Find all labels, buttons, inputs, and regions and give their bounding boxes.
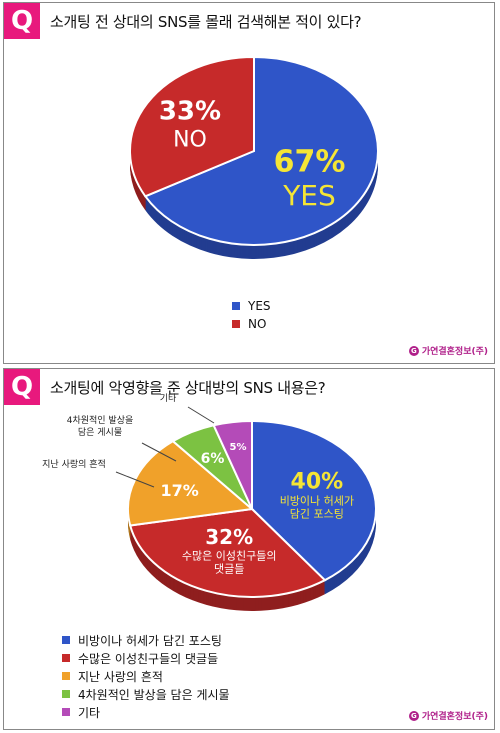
callout-label: 지난 사랑의 흔적 bbox=[42, 460, 106, 470]
slice-percent-label: 6% bbox=[201, 451, 225, 467]
legend-swatch bbox=[62, 708, 70, 716]
callout-label: 기타 bbox=[159, 394, 177, 404]
pie-chart-1: 67%YES 33%NO bbox=[129, 55, 379, 259]
question-badge: Q bbox=[4, 3, 40, 39]
legend-swatch bbox=[62, 672, 70, 680]
slice-percent-label: 40% bbox=[291, 470, 344, 495]
question-title: 소개팅에 악영향을 준 상대방의 SNS 내용은? bbox=[50, 379, 326, 397]
brand-logo-icon: G bbox=[408, 345, 419, 356]
pie-slice bbox=[129, 55, 255, 198]
legend-swatch bbox=[232, 320, 240, 328]
legend-label: 기타 bbox=[78, 705, 101, 720]
legend-item: NO bbox=[232, 315, 271, 333]
legend-label: 비방이나 허세가 담긴 포스팅 bbox=[78, 633, 222, 648]
slice-name-label: 비방이나 허세가 bbox=[280, 494, 354, 507]
slice-name-label: YES bbox=[282, 179, 336, 212]
legend-label: YES bbox=[248, 299, 271, 313]
slice-name-label: 댓글들 bbox=[214, 562, 244, 575]
slice-percent-label: 67% bbox=[274, 144, 346, 179]
legend-item: 지난 사랑의 흔적 bbox=[62, 667, 230, 685]
callout-label: 4차원적인 발상을 담은 게시물 bbox=[66, 416, 134, 438]
question-badge: Q bbox=[4, 369, 40, 405]
legend-label: 지난 사랑의 흔적 bbox=[78, 669, 163, 684]
brand-mark: G 가연결혼정보(주) bbox=[408, 709, 488, 722]
brand-mark: G 가연결혼정보(주) bbox=[408, 344, 488, 357]
survey-panel-2: Q 소개팅에 악영향을 준 상대방의 SNS 내용은? 40% 비방이나 허세가 담… bbox=[3, 368, 495, 730]
survey-panel-1: Q 소개팅 전 상대의 SNS를 몰래 검색해본 적이 있다? 67% YES 33… bbox=[3, 2, 495, 364]
legend-item: 4차원적인 발상을 담은 게시물 bbox=[62, 685, 230, 703]
legend-item: YES bbox=[232, 297, 271, 315]
slice-name-label: 담긴 포스팅 bbox=[290, 507, 344, 520]
legend-swatch bbox=[232, 302, 240, 310]
brand-name: 가연결혼정보(주) bbox=[421, 347, 488, 357]
brand-logo-icon: G bbox=[408, 710, 419, 721]
callout-leader-line bbox=[115, 471, 155, 488]
legend-item: 수많은 이성친구들의 댓글들 bbox=[62, 649, 230, 667]
legend-item: 비방이나 허세가 담긴 포스팅 bbox=[62, 631, 230, 649]
slice-percent-label: 32% bbox=[205, 525, 253, 549]
legend-label: 4차원적인 발상을 담은 게시물 bbox=[78, 687, 230, 702]
pie-slice bbox=[143, 55, 379, 246]
pie-slice bbox=[212, 419, 253, 510]
pie-slice bbox=[128, 507, 327, 598]
callout-leader-line bbox=[141, 442, 177, 462]
legend-label: 수많은 이성친구들의 댓글들 bbox=[78, 651, 219, 666]
pie-slice bbox=[251, 419, 377, 582]
slice-percent-label: 33% bbox=[159, 96, 221, 126]
slice-name-label: NO bbox=[173, 128, 207, 153]
legend-swatch bbox=[62, 690, 70, 698]
legend-label: NO bbox=[248, 317, 267, 331]
legend-1: YES NO bbox=[232, 297, 271, 333]
legend-swatch bbox=[62, 636, 70, 644]
slice-percent-label: 17% bbox=[161, 481, 199, 500]
callout-leader-line bbox=[187, 406, 215, 424]
slice-name-label: 수많은 이성친구들의 bbox=[182, 549, 277, 562]
legend-swatch bbox=[62, 654, 70, 662]
slice-percent-label: 5% bbox=[230, 442, 247, 453]
question-title: 소개팅 전 상대의 SNS를 몰래 검색해본 적이 있다? bbox=[50, 13, 362, 31]
brand-name: 가연결혼정보(주) bbox=[421, 712, 488, 722]
legend-item: 기타 bbox=[62, 703, 230, 721]
